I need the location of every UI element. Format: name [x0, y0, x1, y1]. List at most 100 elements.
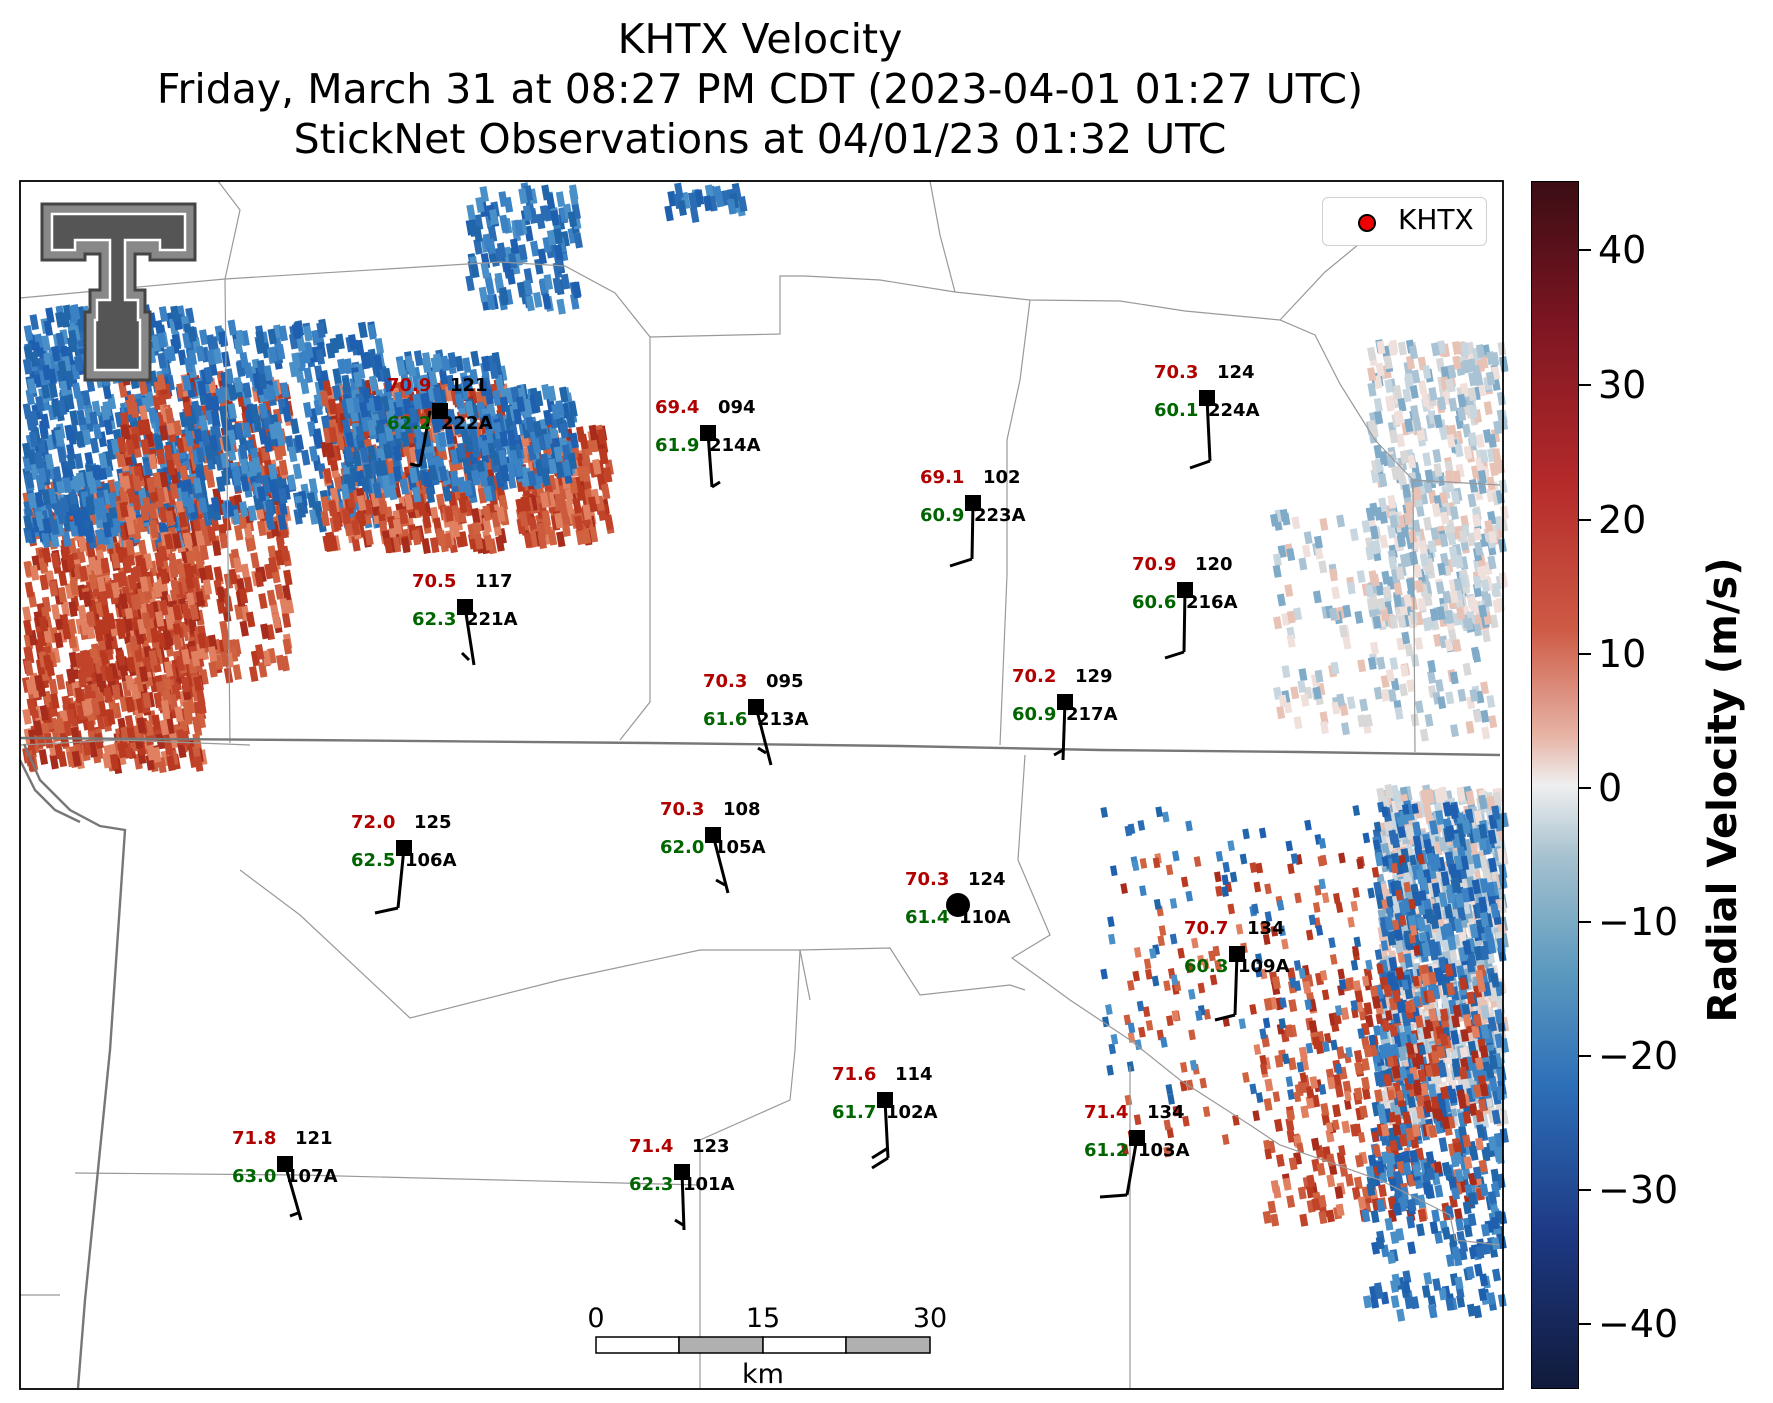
radar-gate [1331, 586, 1341, 600]
radar-gate [250, 552, 260, 569]
radar-gate [1488, 715, 1498, 729]
radar-gate [1475, 433, 1485, 449]
radar-gate [1471, 646, 1480, 660]
radar-gate [1356, 570, 1366, 584]
radar-gate [1448, 397, 1458, 412]
radar-gate [1314, 546, 1324, 560]
radar-gate [556, 298, 566, 315]
radar-gate [1272, 564, 1282, 578]
radar-gate [1399, 683, 1408, 697]
radar-gate [158, 306, 169, 323]
radar-gate [38, 748, 49, 765]
title-line-3: StickNet Observations at 04/01/23 01:32 … [293, 115, 1227, 163]
radar-gate [303, 325, 313, 342]
radar-gate [1290, 686, 1300, 700]
radar-gate [1276, 706, 1286, 720]
radar-gate [137, 539, 148, 556]
radar-gate [689, 206, 700, 223]
radar-gate [1449, 671, 1459, 685]
radar-gate [218, 331, 228, 348]
radar-gate [1340, 722, 1350, 736]
radar-gate [1422, 452, 1432, 467]
radar-gate [1342, 636, 1352, 650]
radar-gate [1389, 657, 1399, 671]
radar-gate [239, 620, 249, 637]
radar-gate [1284, 583, 1294, 598]
title-line-2: Friday, March 31 at 08:27 PM CDT (2023-0… [156, 65, 1364, 113]
radar-gate [1291, 516, 1301, 530]
radar-gate [1445, 691, 1455, 705]
radar-gate [1422, 365, 1432, 380]
radar-gate [1414, 636, 1424, 651]
radar-gate [541, 184, 551, 201]
radar-gate [1467, 493, 1477, 508]
radar-gate [55, 673, 66, 690]
radar-gate [1397, 341, 1407, 356]
radar-gate [1357, 659, 1367, 673]
radar-gate [1318, 560, 1328, 574]
radar-gate [1497, 341, 1507, 356]
radar-gate [1465, 720, 1475, 734]
radar-gate [466, 204, 476, 221]
radar-gate [664, 205, 674, 222]
radar-gate [24, 660, 34, 677]
radar-gate [1273, 616, 1283, 630]
radar-gate [223, 667, 234, 684]
radar-gate [421, 537, 431, 554]
radar-gate [1437, 696, 1447, 710]
radar-gate [374, 337, 385, 354]
title-line-1: KHTX Velocity [617, 15, 903, 63]
radar-gate [550, 209, 560, 226]
radar-gate [1298, 668, 1308, 682]
radar-gate [1336, 514, 1346, 528]
radar-gate [367, 323, 377, 340]
radar-gate [1367, 346, 1377, 361]
radar-gate [1449, 505, 1459, 521]
radar-gate [77, 604, 88, 621]
radar-gate [1370, 641, 1379, 655]
radar-gate [1379, 534, 1389, 549]
radar-gate [1410, 654, 1420, 668]
radar-gate [525, 295, 535, 312]
radar-gate [1281, 665, 1291, 679]
radar-gate [533, 291, 543, 308]
radar-gate [89, 437, 100, 454]
radar-gate [22, 606, 32, 623]
radar-gate [1419, 728, 1429, 742]
radar-gate [1486, 476, 1496, 491]
radar-gate [1376, 656, 1386, 670]
radar-gate [1301, 544, 1311, 558]
radar-gate [1427, 659, 1437, 673]
radar-gate [1413, 564, 1423, 579]
radar-gate [60, 600, 71, 617]
radar-gate [271, 612, 282, 629]
radar-gate [1303, 531, 1313, 545]
radar-gate [1483, 401, 1493, 416]
radar-gate [57, 586, 68, 603]
radar-gate [24, 581, 35, 598]
radar-gate [1349, 528, 1359, 542]
radar-gate [1462, 662, 1472, 676]
radar-gate [604, 514, 614, 531]
radar-gate [249, 665, 259, 682]
radar-gate [1367, 367, 1377, 382]
radar-gate [49, 753, 59, 770]
radar-gate [1312, 590, 1322, 604]
radar-gate [478, 286, 489, 303]
radar-gate [1414, 700, 1424, 714]
radar-gate [1496, 391, 1506, 406]
radar-gate [1404, 643, 1414, 657]
radar-gate [1286, 548, 1296, 562]
radar-gate [485, 278, 495, 295]
radar-gate [1427, 670, 1437, 684]
radar-gate [1457, 688, 1467, 702]
radar-gate [219, 620, 229, 637]
radar-gate [1319, 517, 1329, 531]
radar-gate [573, 232, 583, 249]
radar-gate [530, 240, 540, 257]
radar-gate [1424, 713, 1434, 727]
radar-gate [1381, 570, 1391, 585]
radar-gate [205, 469, 215, 486]
radar-gate [245, 611, 256, 628]
radar-gate [470, 350, 480, 367]
